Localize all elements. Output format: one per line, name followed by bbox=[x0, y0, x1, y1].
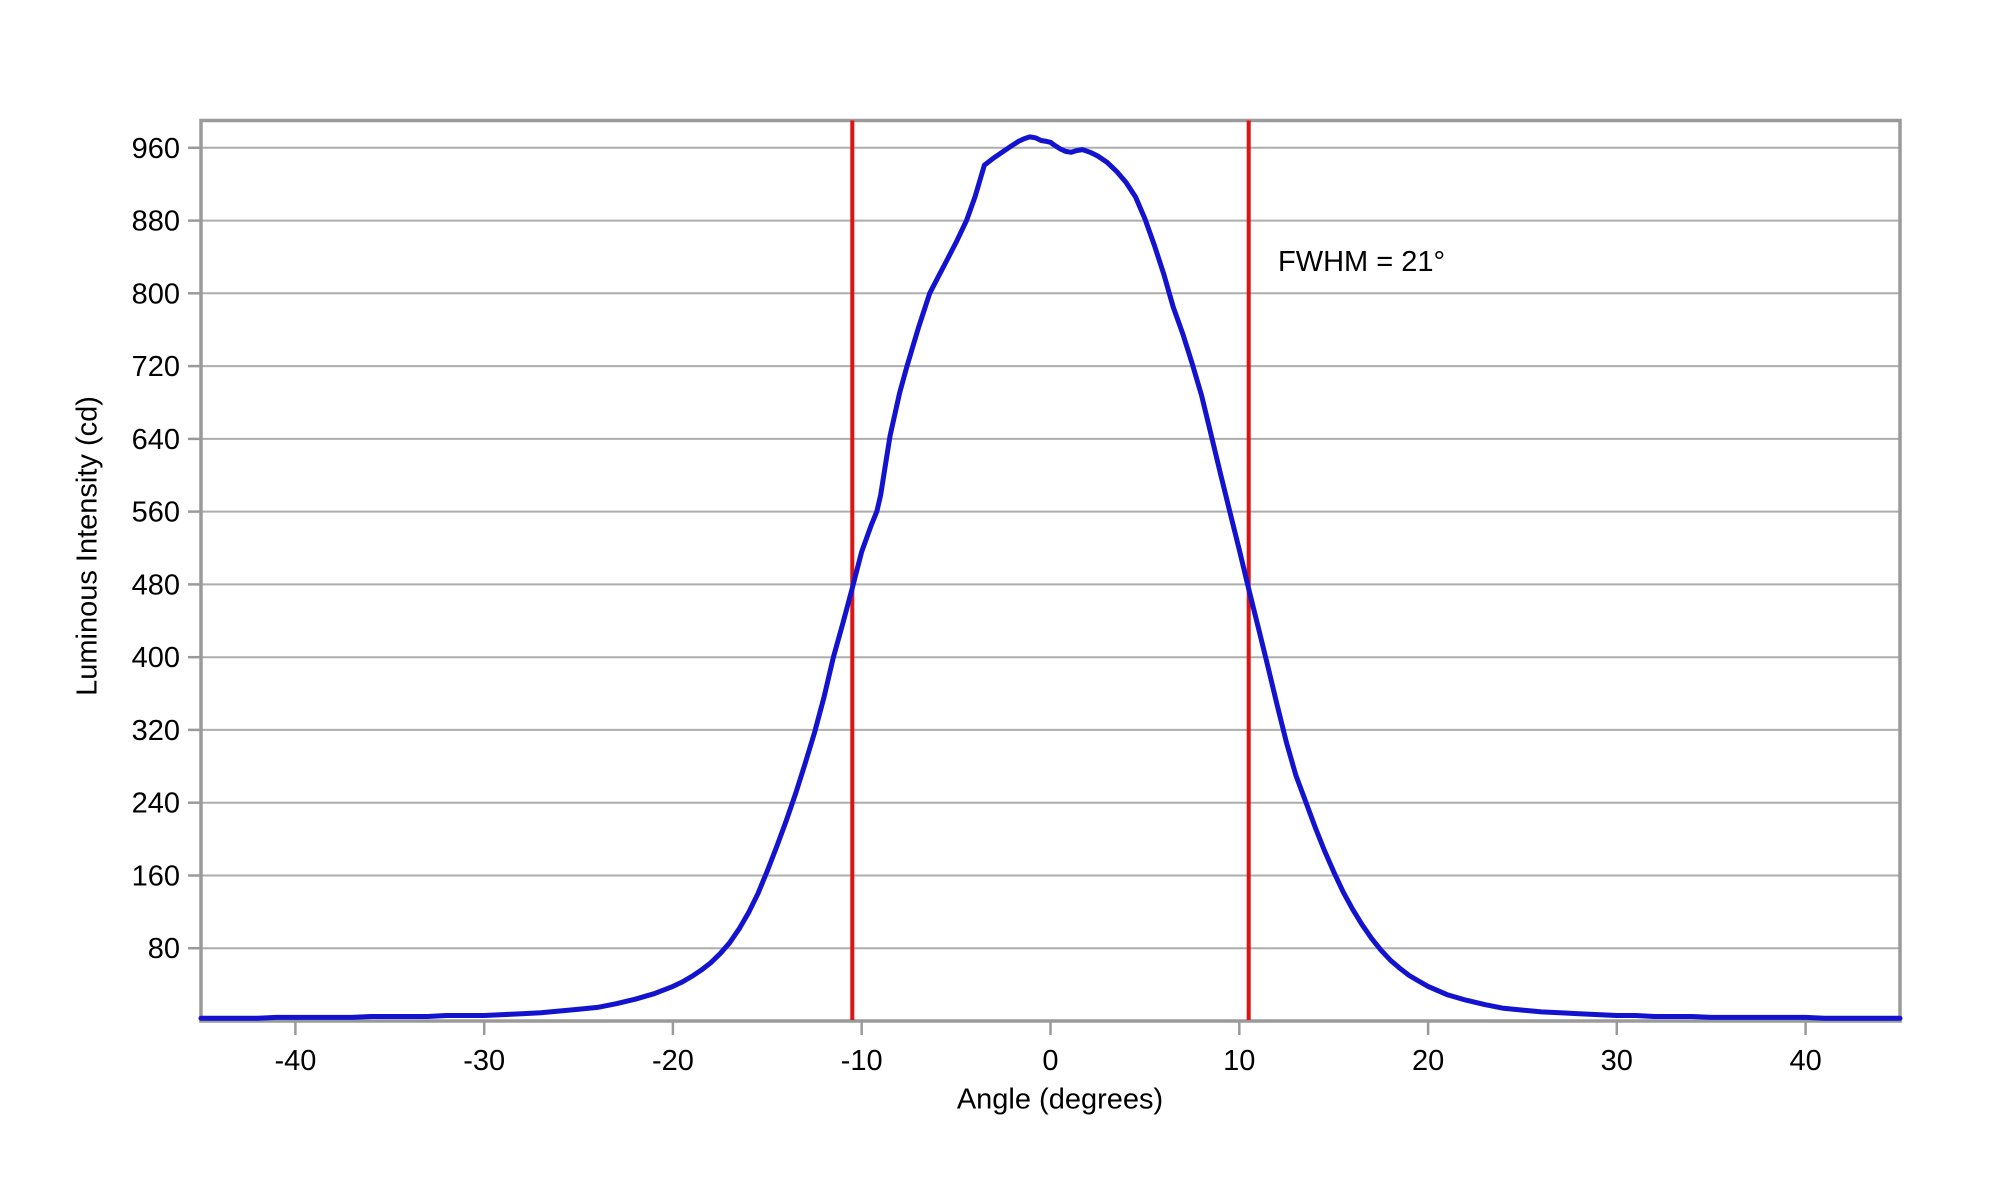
x-tick-label-0: 0 bbox=[1042, 1045, 1058, 1077]
x-tick-label--10: -10 bbox=[841, 1045, 883, 1077]
y-tick-label-800: 800 bbox=[132, 278, 180, 310]
y-tick-label-160: 160 bbox=[132, 861, 180, 893]
x-tick-label--40: -40 bbox=[274, 1045, 316, 1077]
y-tick-label-720: 720 bbox=[132, 351, 180, 383]
y-tick-label-640: 640 bbox=[132, 424, 180, 456]
x-tick-label-30: 30 bbox=[1601, 1045, 1633, 1077]
intensity-curve bbox=[198, 134, 1903, 1021]
x-tick-label--30: -30 bbox=[463, 1045, 505, 1077]
x-axis-title: Angle (degrees) bbox=[956, 1083, 1164, 1116]
y-tick-label-880: 880 bbox=[132, 206, 180, 238]
y-axis-title: Luminous Intensity (cd) bbox=[71, 396, 104, 696]
y-tick-label-80: 80 bbox=[148, 933, 180, 965]
y-tick-label-400: 400 bbox=[132, 642, 180, 674]
x-tick-label-20: 20 bbox=[1412, 1045, 1444, 1077]
y-tick-label-320: 320 bbox=[132, 715, 180, 747]
x-tick-label-40: 40 bbox=[1789, 1045, 1821, 1077]
plot-border bbox=[199, 118, 1902, 1023]
y-tick-label-240: 240 bbox=[132, 788, 180, 820]
y-tick-label-480: 480 bbox=[132, 569, 180, 601]
fwhm-annotation: FWHM = 21° bbox=[1278, 246, 1446, 278]
x-tick-label--20: -20 bbox=[652, 1045, 694, 1077]
y-tick-label-960: 960 bbox=[132, 133, 180, 165]
x-tick-label-10: 10 bbox=[1223, 1045, 1255, 1077]
y-tick-label-560: 560 bbox=[132, 497, 180, 529]
